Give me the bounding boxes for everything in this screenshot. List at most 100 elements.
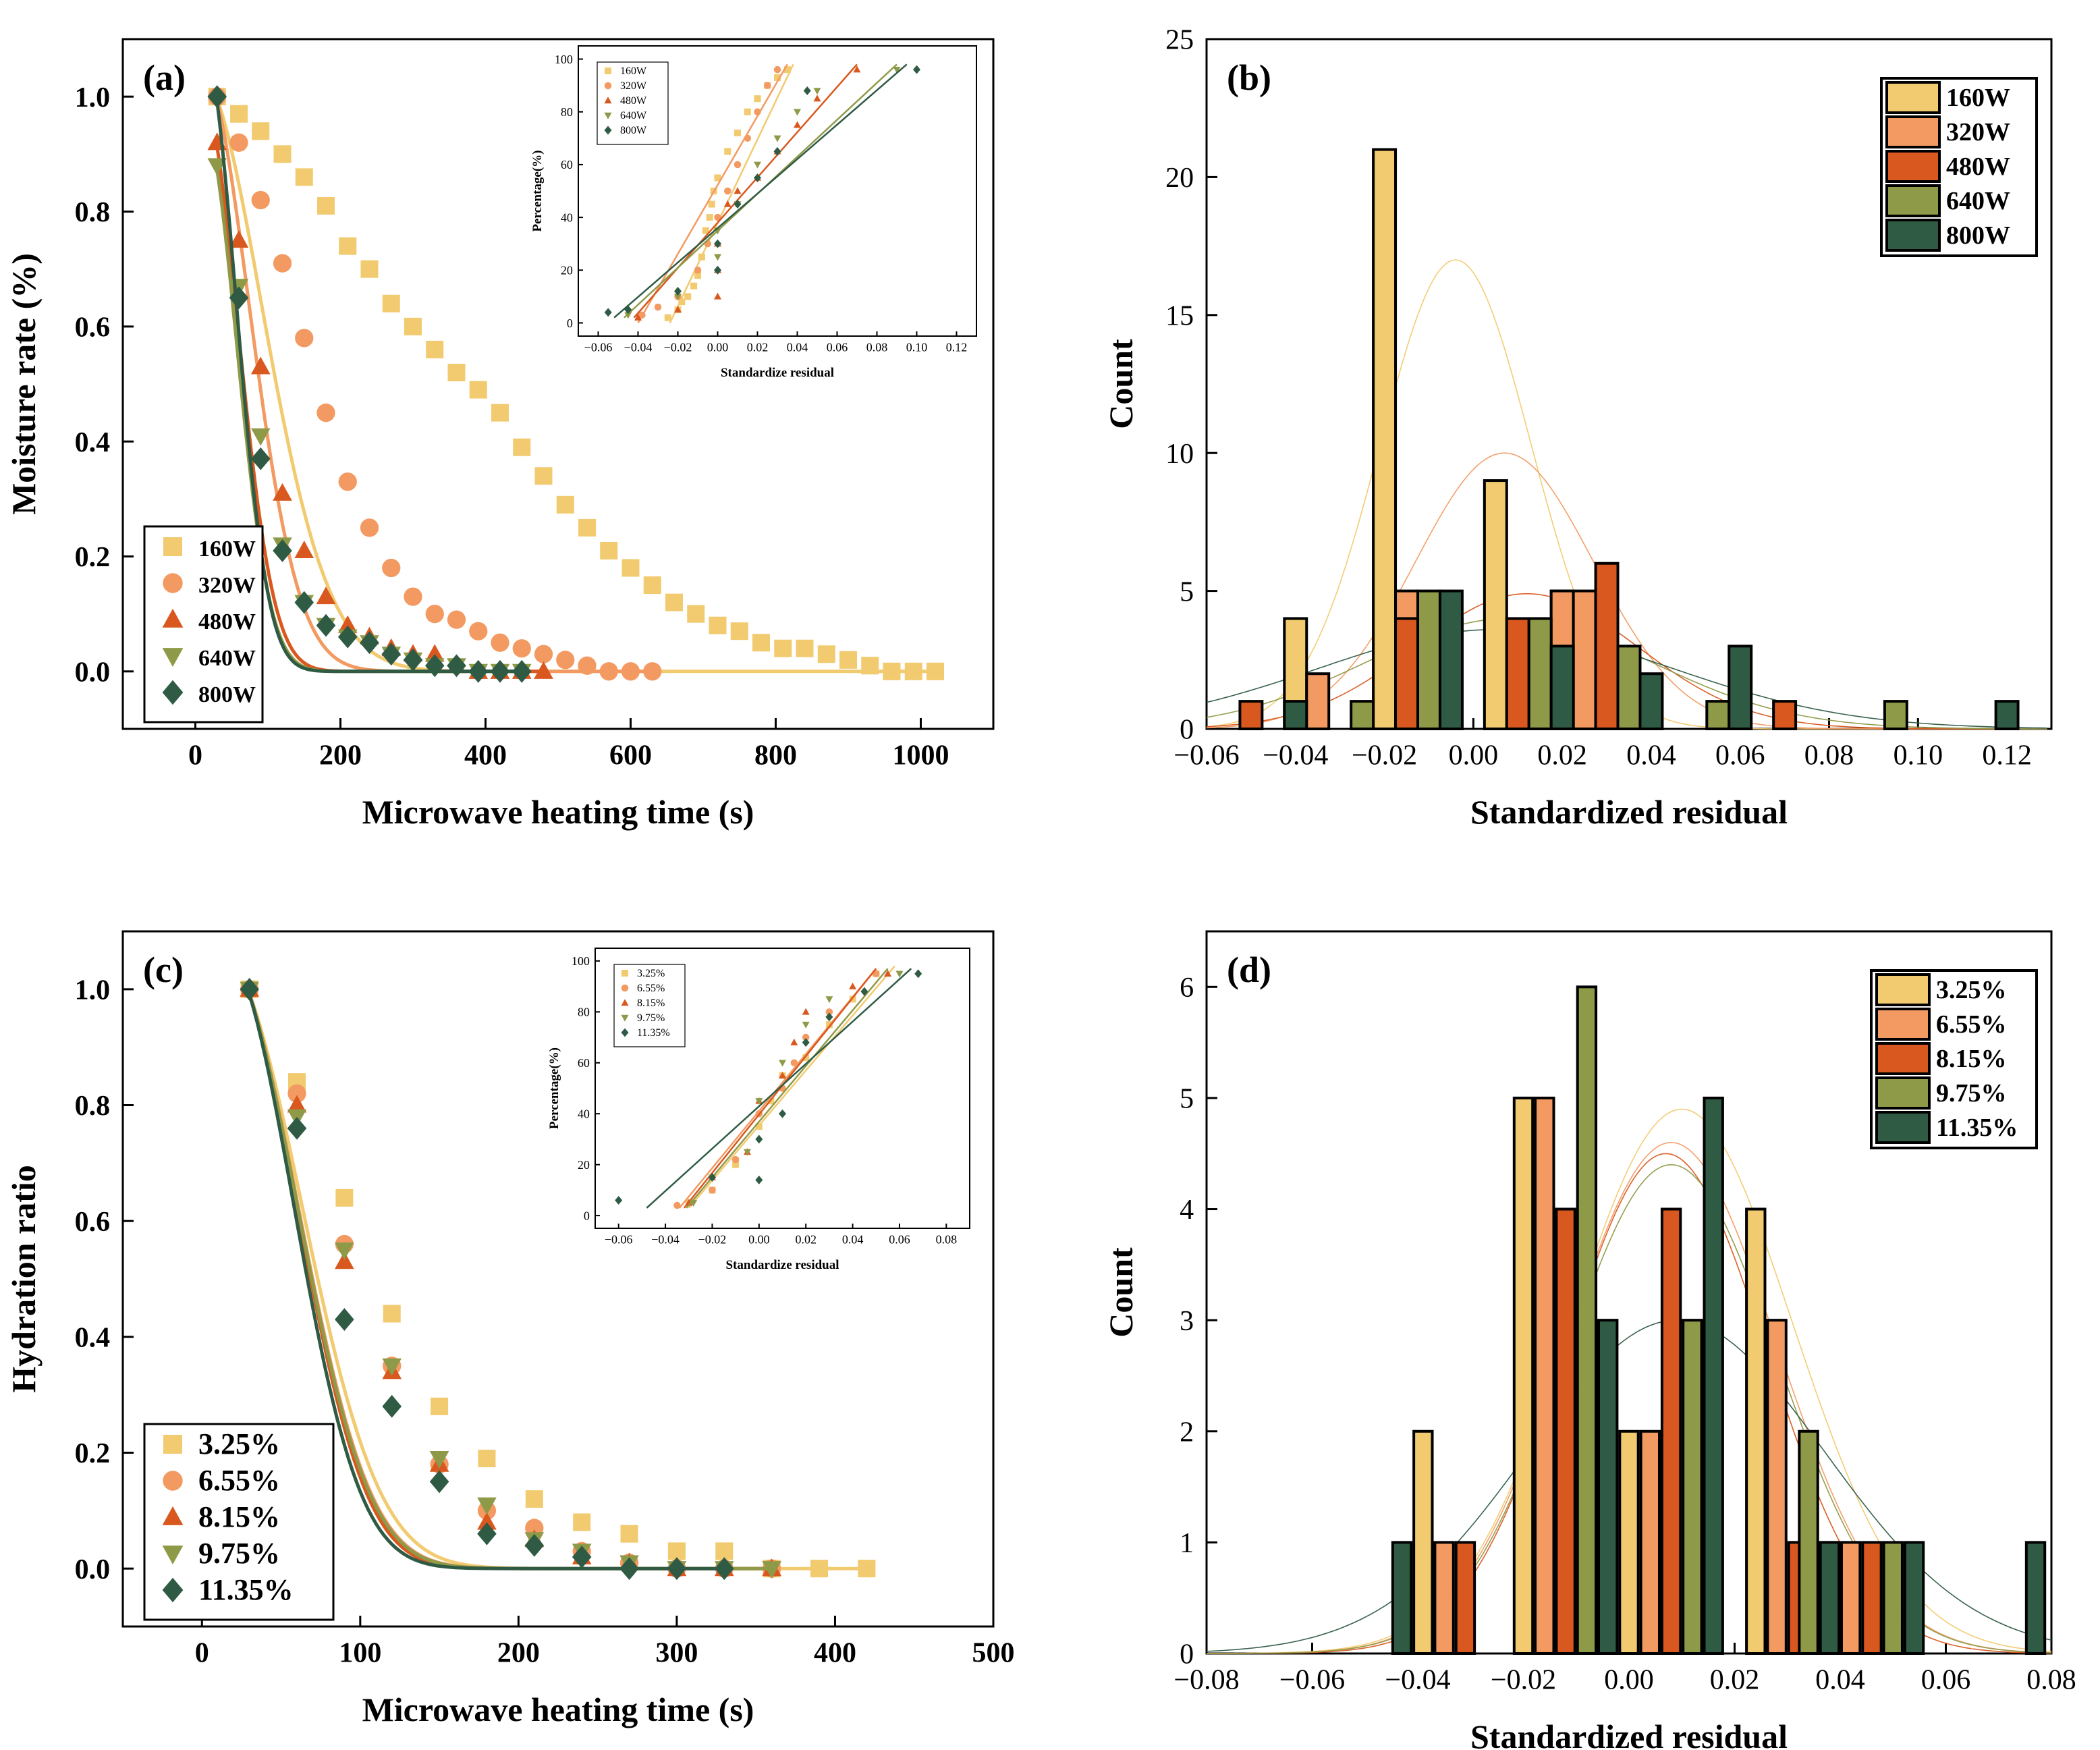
x-tick-label: 0.02 (1537, 740, 1587, 771)
data-point (316, 403, 335, 422)
y-tick-label: 0.4 (75, 427, 111, 458)
data-point (525, 1490, 543, 1508)
data-point (620, 1525, 638, 1543)
data-point (762, 1561, 781, 1579)
panel-c: 0 100 200 300 400 5000.00.20.40.60.81.0Microw… (5, 930, 1015, 1728)
inset-x-tick-label: −0.02 (664, 341, 692, 354)
inset-point (860, 987, 868, 996)
x-tick-label: −0.06 (1173, 740, 1239, 771)
inset-point (694, 272, 701, 279)
data-point (468, 659, 489, 683)
data-point (381, 642, 402, 666)
inset-point (802, 1021, 810, 1029)
x-tick-label: 0 (188, 740, 202, 771)
legend-marker-320W (163, 573, 183, 593)
inset-legend-marker (621, 1028, 629, 1037)
inset-fit-line-9.75% (686, 968, 889, 1209)
data-point (490, 659, 510, 683)
inset-point (849, 982, 857, 989)
inset-point (678, 298, 686, 306)
inset-fit-line-320W (637, 63, 788, 324)
inset-point (755, 1098, 763, 1105)
histogram-bar (1903, 1541, 1925, 1655)
x-tick-label: 200 (319, 740, 362, 771)
data-point (927, 662, 944, 680)
legend-swatch-800W (1885, 219, 1941, 252)
histogram-bar (1618, 1429, 1640, 1656)
legend-label: 9.75% (1936, 1079, 2007, 1108)
inset-x-tick-label: 0.08 (866, 341, 888, 354)
data-point (240, 977, 259, 1001)
histogram-bar (1283, 700, 1308, 730)
inset-point (853, 65, 861, 73)
data-point (477, 1522, 497, 1546)
data-point (883, 662, 901, 680)
inset-point (764, 82, 771, 89)
legend-label: 11.35% (1936, 1114, 2018, 1142)
inset-x-axis-title: Standardize residual (725, 1258, 839, 1272)
histogram-bar (1766, 1319, 1788, 1655)
inset-point (754, 173, 761, 182)
data-point (316, 586, 336, 605)
y-tick-label: 4 (1180, 1195, 1194, 1226)
inset-legend-label: 9.75% (637, 1012, 665, 1024)
y-tick-label: 6 (1180, 973, 1194, 1004)
histogram-bar (1682, 1319, 1703, 1655)
y-tick-label: 0 (1180, 715, 1194, 746)
inset-legend-label: 800W (620, 125, 647, 136)
inset-plot: −0.06 −0.04 −0.02 0.00 0.02 0.04 0.06 0.08 0.10 0… (530, 45, 977, 380)
inset-fit-line-800W (613, 63, 908, 319)
x-tick-label: 100 (339, 1638, 381, 1669)
legend-box (143, 525, 264, 723)
inset-x-tick-label: −0.04 (624, 341, 653, 354)
data-point (817, 645, 835, 663)
histogram-bar (1433, 1541, 1455, 1655)
x-tick-label: 0.08 (2026, 1665, 2076, 1696)
legend-marker-800W (162, 680, 184, 705)
y-axis-title: Count (1102, 1247, 1140, 1338)
data-point (317, 196, 335, 215)
inset-point (615, 1196, 623, 1205)
inset-point (773, 65, 781, 74)
inset-x-tick-label: 0.04 (787, 341, 808, 354)
inset-point (714, 174, 721, 182)
y-tick-label: 0.0 (75, 1554, 111, 1585)
data-point (667, 1557, 687, 1581)
legend-label: 11.35% (198, 1573, 294, 1606)
data-point (335, 1308, 354, 1331)
inset-point (790, 1059, 798, 1067)
x-axis-title: Microwave heating time (s) (362, 1691, 754, 1728)
data-point (469, 622, 488, 640)
data-point (447, 654, 466, 678)
inset-x-tick-label: 0.02 (747, 341, 769, 354)
inset-legend-label: 11.35% (637, 1027, 670, 1039)
inset-point (604, 308, 612, 317)
inset-point (734, 200, 742, 209)
inset-point (724, 187, 731, 195)
data-point (360, 518, 379, 537)
y-tick-label: 5 (1180, 576, 1194, 607)
inset-legend-marker (604, 82, 612, 90)
data-point (335, 1251, 354, 1269)
inset-x-tick-label: −0.06 (584, 341, 613, 354)
inset-point (674, 287, 682, 296)
data-point (229, 133, 248, 152)
data-point (469, 381, 487, 399)
histogram-bar (1594, 562, 1620, 730)
histogram-bar (1454, 1541, 1476, 1655)
inset-point (754, 95, 761, 103)
inset-point (709, 1186, 716, 1194)
legend-label: 8.15% (198, 1500, 280, 1533)
y-tick-label: 1 (1180, 1528, 1194, 1559)
legend-swatch-3.25% (1875, 973, 1931, 1006)
data-point (621, 662, 640, 681)
legend-label: 480W (198, 609, 256, 634)
y-tick-label: 20 (1165, 163, 1194, 194)
data-point (599, 662, 618, 681)
histogram-bar (1416, 589, 1441, 730)
histogram-bar (1798, 1429, 1819, 1656)
data-point (287, 1095, 307, 1113)
inset-plot: −0.06 −0.04 −0.02 0.00 0.02 0.04 0.06 0.08 0 20 40… (547, 948, 970, 1272)
inset-y-tick-label: 100 (572, 954, 590, 968)
data-point (715, 1542, 734, 1560)
